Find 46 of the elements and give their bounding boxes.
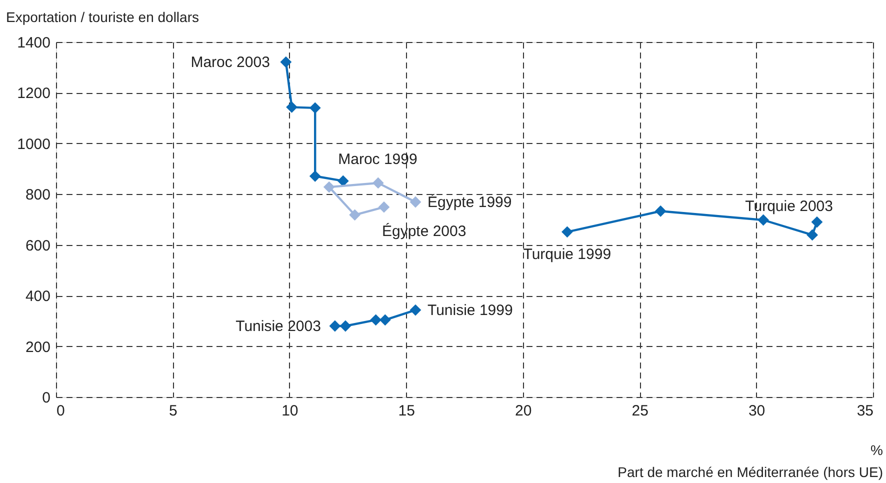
point: [309, 170, 321, 182]
y-tick-label: 1400: [17, 34, 50, 52]
y-tick-label: 200: [25, 338, 50, 356]
y-axis-title: Exportation / touriste en dollars: [6, 9, 199, 25]
point: [758, 214, 769, 226]
annotation: Turquie 1999: [523, 246, 612, 263]
x-tick-label: 30: [748, 402, 766, 420]
point: [378, 201, 390, 213]
y-tick-label: 800: [25, 186, 50, 204]
point: [372, 177, 384, 189]
y-tick-label: 400: [25, 288, 50, 306]
annotation: Maroc 1999: [338, 150, 418, 168]
point: [286, 101, 298, 113]
x-tick-label: 15: [398, 402, 415, 420]
y-tick-label: 0: [42, 390, 50, 406]
point: [309, 102, 321, 114]
x-tick-label: 20: [515, 402, 532, 420]
point: [562, 226, 573, 238]
y-tick-label: 1200: [17, 85, 50, 102]
point: [410, 196, 422, 208]
point: [806, 229, 818, 241]
annotation: Tunisie 1999: [427, 302, 513, 320]
point: [654, 205, 666, 217]
x-tick-label: 5: [169, 402, 178, 420]
annotation: Maroc 2003: [190, 54, 270, 72]
point: [370, 314, 382, 326]
x-tick-label: 35: [856, 402, 874, 420]
annotation: Turquie 2003: [745, 198, 833, 216]
point: [340, 320, 352, 332]
x-tick-label: 0: [56, 402, 65, 420]
text: %: [870, 442, 883, 458]
x-tick-label: 10: [282, 402, 298, 420]
point: [349, 209, 360, 221]
x-axis-title: Part de marché en Méditerranée (hors UE): [618, 464, 883, 480]
annotation: Égypte 1999: [427, 193, 512, 212]
point: [811, 216, 823, 228]
y-tick-label: 1000: [17, 136, 50, 153]
point: [280, 56, 292, 68]
annotation: Égypte 2003: [382, 222, 466, 240]
point: [410, 304, 422, 316]
y-tick-label: 600: [25, 237, 50, 254]
x-tick-label: 25: [632, 402, 648, 420]
point: [379, 314, 391, 326]
point: [329, 320, 341, 332]
point: [323, 181, 335, 193]
annotation: Tunisie 2003: [236, 318, 321, 335]
